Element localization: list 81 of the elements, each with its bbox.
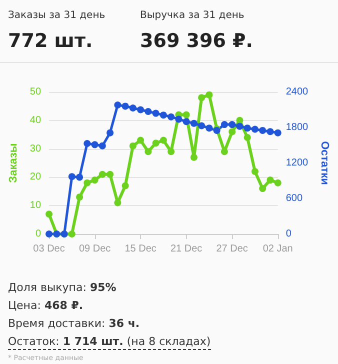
y-tick-label: 20: [30, 172, 42, 183]
point: [206, 124, 213, 132]
text: 772 шт.: [8, 30, 93, 52]
point: [190, 154, 198, 161]
point: [98, 170, 106, 178]
point: [91, 176, 98, 184]
x-tick-label: 27 Dec: [216, 244, 248, 254]
point: [228, 128, 236, 136]
text: Время доставки: 36 ч.: [8, 317, 140, 330]
text: Доля выкупа: 95%: [8, 281, 116, 294]
point: [160, 136, 167, 144]
point: [175, 116, 182, 123]
x-tick-label: 15 Dec: [124, 244, 156, 254]
point: [259, 185, 266, 192]
y-axis-title: Заказы: [8, 143, 20, 183]
y2-tick-label: 1200: [286, 158, 309, 168]
point: [251, 126, 258, 133]
point: [182, 111, 190, 118]
point: [220, 121, 228, 128]
point: [259, 126, 266, 134]
y-tick-label: 0: [35, 228, 42, 240]
text: Заказы за 31 день: [8, 10, 106, 21]
point: [236, 116, 244, 124]
point: [206, 91, 213, 98]
x-tick-label: 02 Jan: [262, 244, 293, 254]
point: [122, 182, 129, 190]
x-tick-label: 03 Dec: [33, 244, 65, 254]
point: [144, 148, 152, 156]
point: [144, 108, 152, 116]
point: [68, 230, 76, 238]
point: [152, 140, 160, 147]
point: [228, 121, 236, 128]
y2-tick-label: 1800: [286, 122, 309, 133]
point: [46, 210, 53, 218]
point: [106, 170, 114, 178]
point: [114, 102, 122, 109]
point: [129, 104, 136, 112]
point: [168, 113, 175, 120]
y2-axis-title: Остатки: [318, 141, 330, 185]
point: [266, 128, 274, 136]
point: [68, 173, 76, 180]
point: [137, 136, 144, 144]
point: [220, 148, 228, 156]
point: [198, 94, 206, 102]
point: [98, 142, 106, 150]
point: [266, 176, 274, 184]
y-tick-label: 10: [30, 200, 42, 212]
x-tick-label: 09 Dec: [78, 244, 111, 254]
y2-tick-label: 600: [286, 193, 303, 204]
point: [244, 124, 251, 132]
point: [76, 174, 84, 181]
point: [129, 142, 136, 150]
point: [244, 134, 251, 141]
y-tick-label: 40: [30, 114, 42, 126]
point: [236, 122, 244, 130]
point: [122, 102, 129, 110]
point: [160, 112, 167, 119]
text: Цена: 468 ₽.: [8, 299, 84, 312]
y-tick-label: 50: [30, 86, 42, 98]
point: [114, 199, 122, 206]
point: [182, 118, 190, 126]
point: [198, 122, 206, 130]
point: [137, 106, 144, 114]
y2-tick-label: 2400: [286, 86, 309, 98]
point: [106, 129, 114, 136]
text: 369 396 ₽.: [140, 30, 253, 52]
point: [168, 148, 175, 156]
point: [84, 179, 91, 186]
point: [76, 194, 84, 201]
point: [251, 168, 258, 176]
text: Остаток: 1 714 шт. (на 8 складах): [8, 335, 211, 350]
x-tick-label: 21 Dec: [170, 244, 202, 254]
point: [190, 120, 198, 127]
text: Выручка за 31 день: [140, 10, 244, 21]
y2-tick-label: 0: [286, 228, 292, 240]
point: [91, 141, 98, 148]
y-tick-label: 30: [30, 143, 42, 154]
point: [274, 129, 282, 136]
point: [274, 179, 282, 186]
point: [152, 110, 160, 117]
point: [84, 140, 91, 147]
